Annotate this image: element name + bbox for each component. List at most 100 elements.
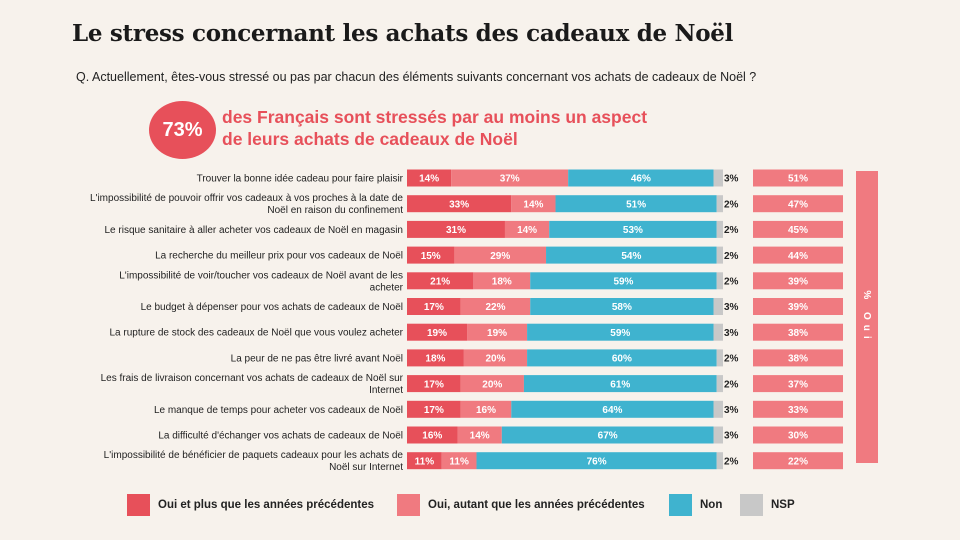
legend-swatch-oui-autant (397, 494, 420, 516)
data-label-oui-autant: 18% (492, 277, 512, 288)
bar-segment-oui-autant (454, 246, 547, 264)
legend-label-non: Non (700, 499, 723, 511)
bar-segment-oui-autant (460, 298, 531, 315)
data-label-nsp: 2% (724, 354, 739, 365)
bar-segment-oui-plus (407, 169, 452, 187)
category-label: L'impossibilité de bénéficier de paquets… (104, 450, 404, 461)
total-oui-axis-label: % Oui (861, 290, 872, 343)
bar-segment-non (530, 272, 717, 290)
bar-segment-oui-autant (451, 169, 569, 187)
bar-segment-oui-plus (407, 400, 461, 418)
data-label-non: 64% (602, 405, 622, 416)
bar-segment-nsp (716, 220, 723, 238)
total-oui-label: 47% (788, 199, 808, 210)
data-label-non: 51% (626, 199, 646, 210)
bar-segment-oui-autant (504, 220, 550, 238)
bar-segment-nsp (713, 298, 723, 315)
data-label-oui-autant: 20% (482, 379, 502, 390)
category-label: Trouver la bonne idée cadeau pour faire … (197, 174, 404, 185)
category-label: Noël en raison du confinement (267, 205, 403, 216)
data-label-oui-autant: 14% (523, 199, 543, 210)
bar-segment-oui-plus (407, 220, 505, 238)
category-label: La rupture de stock des cadeaux de Noël … (109, 328, 403, 339)
data-label-nsp: 2% (724, 456, 739, 467)
data-label-oui-plus: 31% (446, 225, 466, 236)
data-label-oui-autant: 29% (490, 251, 510, 262)
category-label: Les frais de livraison concernant vos ac… (101, 373, 404, 384)
data-label-non: 46% (631, 174, 651, 185)
bar-segment-oui-plus (407, 375, 461, 393)
highlight-percent-badge: 73% (149, 101, 216, 159)
survey-question: Q. Actuellement, êtes-vous stressé ou pa… (76, 70, 757, 84)
total-oui-side-panel (856, 171, 878, 463)
bar-segment-non (549, 220, 717, 238)
category-label: L'impossibilité de pouvoir offrir vos ca… (90, 193, 403, 204)
data-label-nsp: 3% (724, 302, 739, 313)
total-oui-bar (753, 220, 843, 238)
bar-segment-nsp (716, 452, 723, 470)
total-oui-label: 30% (788, 431, 808, 442)
data-label-oui-plus: 15% (421, 251, 441, 262)
category-label: acheter (370, 282, 404, 293)
legend-item-oui-autant: Oui, autant que les années précédentes (397, 494, 645, 516)
legend-label-oui-autant: Oui, autant que les années précédentes (428, 499, 645, 511)
bar-segment-non (527, 349, 717, 367)
data-label-oui-plus: 21% (430, 277, 450, 288)
bar-segment-nsp (713, 323, 723, 341)
bar-segment-nsp (713, 400, 723, 418)
total-oui-bar (753, 323, 843, 341)
data-label-non: 54% (621, 251, 641, 262)
category-label: Le budget à dépenser pour vos achats de … (141, 302, 403, 313)
data-label-non: 60% (612, 354, 632, 365)
bar-segment-non (568, 169, 714, 187)
total-oui-label: 45% (788, 225, 808, 236)
data-label-non: 59% (613, 277, 633, 288)
bar-segment-non (546, 246, 717, 264)
bar-segment-oui-plus (407, 195, 512, 213)
bar-segment-oui-plus (407, 426, 458, 444)
total-oui-bar (753, 246, 843, 264)
data-label-oui-autant: 16% (476, 405, 496, 416)
data-label-non: 76% (587, 456, 607, 467)
highlight-line-2: de leurs achats de cadeaux de Noël (222, 129, 518, 149)
category-label: Noël sur Internet (329, 462, 403, 473)
data-label-nsp: 3% (724, 431, 739, 442)
data-label-non: 53% (623, 225, 643, 236)
data-label-nsp: 3% (724, 328, 739, 339)
data-label-oui-plus: 17% (424, 405, 444, 416)
total-oui-bar (753, 349, 843, 367)
bar-segment-non (511, 400, 714, 418)
total-oui-label: 44% (788, 251, 808, 262)
category-label: Internet (369, 385, 403, 396)
data-label-oui-plus: 17% (424, 379, 444, 390)
category-label: La difficulté d'échanger vos achats de c… (158, 431, 403, 442)
data-label-nsp: 2% (724, 225, 739, 236)
bar-segment-oui-plus (407, 452, 442, 470)
total-oui-bar (753, 426, 843, 444)
data-label-oui-autant: 14% (517, 225, 537, 236)
bar-segment-oui-autant (467, 323, 528, 341)
total-oui-label: 38% (788, 328, 808, 339)
data-label-oui-autant: 11% (449, 456, 469, 467)
category-label: La peur de ne pas être livré avant Noël (231, 353, 403, 364)
data-label-non: 59% (610, 328, 630, 339)
category-label: Le manque de temps pour acheter vos cade… (154, 405, 403, 416)
bar-segment-oui-autant (457, 426, 502, 444)
data-label-nsp: 3% (724, 174, 739, 185)
data-label-nsp: 2% (724, 277, 739, 288)
bar-segment-nsp (716, 349, 723, 367)
legend-item-nsp: NSP (740, 494, 795, 516)
data-label-oui-plus: 19% (427, 328, 447, 339)
total-oui-label: 37% (788, 379, 808, 390)
total-oui-bar (753, 169, 843, 187)
data-label-non: 61% (610, 379, 630, 390)
total-oui-label: 39% (788, 302, 808, 313)
data-label-oui-plus: 33% (449, 199, 469, 210)
bar-segment-oui-plus (407, 246, 455, 264)
bar-segment-non (530, 298, 714, 315)
data-label-non: 58% (612, 302, 632, 313)
bar-segment-nsp (716, 195, 723, 213)
total-oui-bar (753, 375, 843, 393)
bar-segment-oui-autant (441, 452, 477, 470)
